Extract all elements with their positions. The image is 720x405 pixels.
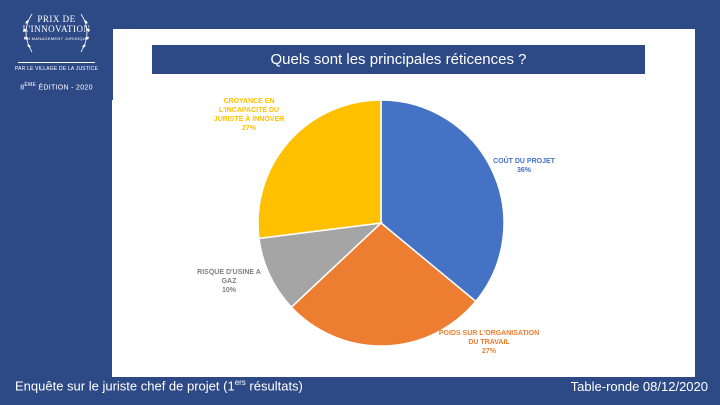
slice-percent: 27% xyxy=(481,348,496,355)
slice-percent: 36% xyxy=(516,167,531,174)
slice-percent: 27% xyxy=(241,125,256,132)
slice-croyance xyxy=(257,99,382,240)
slice-risque xyxy=(258,221,384,309)
logo-line-3: EN MANAGEMENT JURIDIQUE xyxy=(24,36,89,41)
edition-rest: ÉDITION - 2020 xyxy=(36,84,93,92)
logo: PRIX DE L'INNOVATION EN MANAGEMENT JURID… xyxy=(0,0,113,100)
slice-label-text: COÛT DU PROJET xyxy=(493,158,555,165)
page-title: Quels sont les principales réticences ? xyxy=(152,45,645,74)
pie-label-poids: POIDS SUR L'ORGANISATION DU TRAVAIL 27% xyxy=(434,329,544,356)
pie-label-risque: RISQUE D'USINE A GAZ 10% xyxy=(193,268,265,295)
slice-cout xyxy=(380,99,505,303)
logo-line-4: PAR LE VILLAGE DE LA JUSTICE xyxy=(14,66,99,72)
footer-left-main: Enquête sur le juriste chef de projet (1 xyxy=(15,378,235,394)
footer-left-end: résultats) xyxy=(245,378,303,394)
logo-line-1: PRIX DE xyxy=(37,14,76,24)
slice-label-text: RISQUE D'USINE A GAZ xyxy=(197,269,261,285)
footer-left-sup: ers xyxy=(234,378,246,387)
logo-edition: 8ÈME ÉDITION - 2020 xyxy=(0,82,113,91)
edition-number: 8 xyxy=(20,84,25,92)
slice-label-text: POIDS SUR L'ORGANISATION DU TRAVAIL xyxy=(438,330,540,346)
slice-label-text: CROYANCE EN L'INCAPACITÉ DU JURISTE À IN… xyxy=(213,98,285,123)
pie-label-cout: COÛT DU PROJET 36% xyxy=(484,157,564,175)
laurel-icon xyxy=(23,13,90,53)
slice-percent: 10% xyxy=(221,287,236,294)
edition-sup: ÈME xyxy=(24,82,37,88)
pie-label-croyance: CROYANCE EN L'INCAPACITÉ DU JURISTE À IN… xyxy=(212,97,286,133)
footer-date: Table-ronde 08/12/2020 xyxy=(570,379,708,394)
footer-survey-title: Enquête sur le juriste chef de projet (1… xyxy=(15,378,303,393)
logo-divider xyxy=(18,62,95,63)
slice-poids xyxy=(290,222,477,347)
logo-line-2: L'INNOVATION xyxy=(22,24,91,34)
